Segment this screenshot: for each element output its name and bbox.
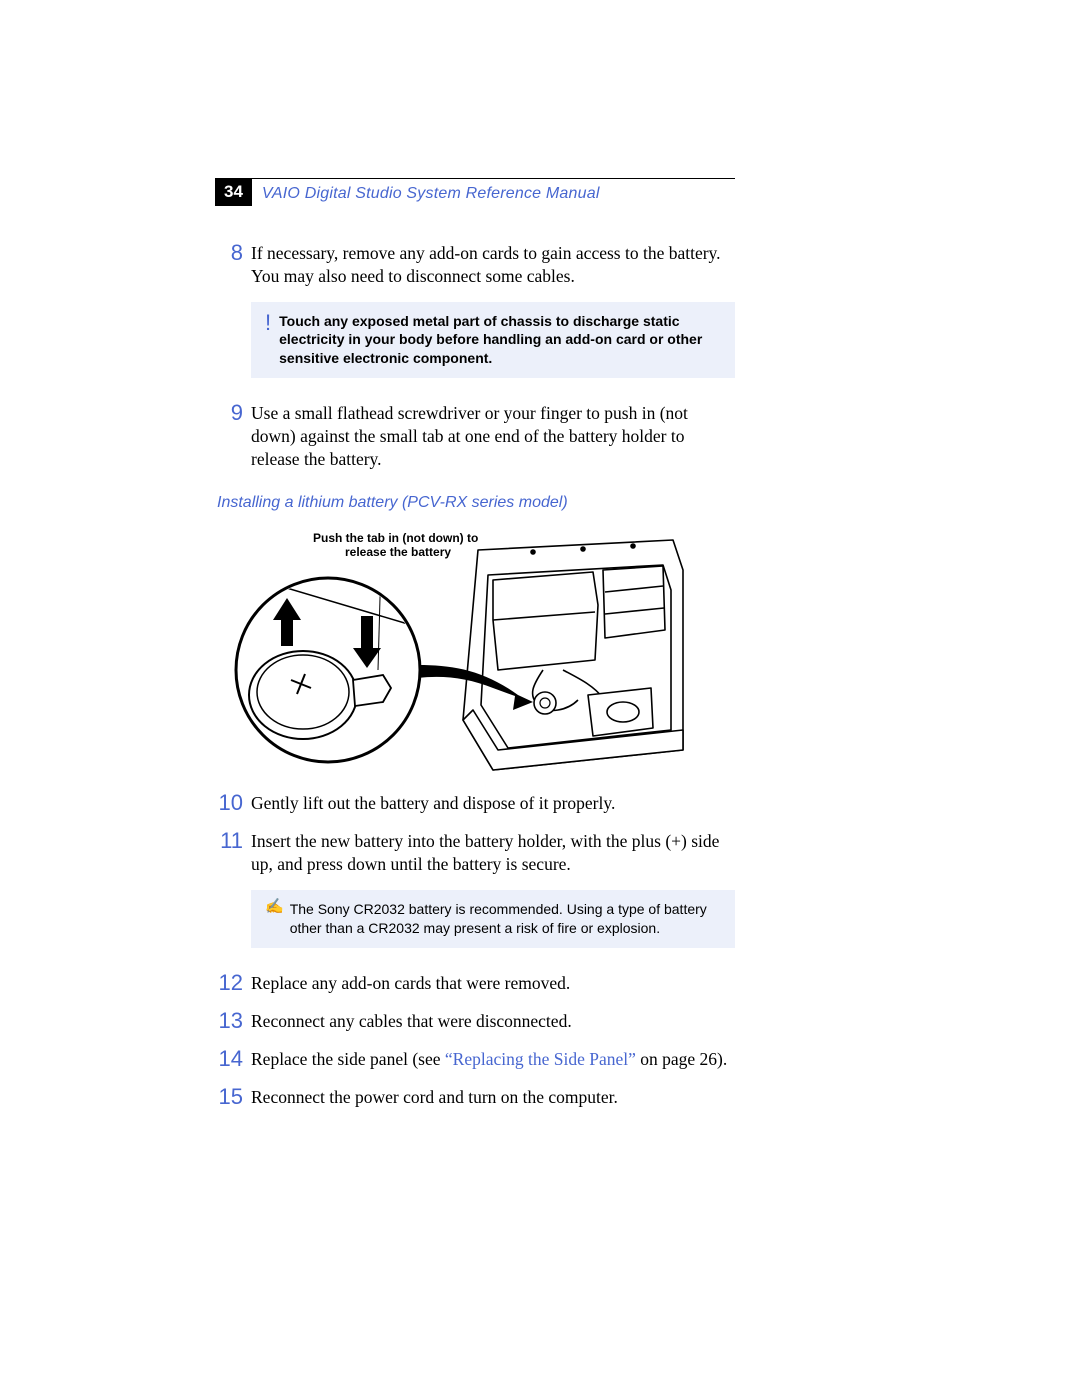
warning-box: ! Touch any exposed metal part of chassi… bbox=[251, 302, 735, 379]
figure-illustration: Push the tab in (not down) to release th… bbox=[233, 520, 713, 780]
step-12: 12 Replace any add-on cards that were re… bbox=[215, 972, 735, 996]
step-text: Reconnect any cables that were disconnec… bbox=[251, 1010, 735, 1033]
step-10: 10 Gently lift out the battery and dispo… bbox=[215, 792, 735, 816]
info-text: The Sony CR2032 battery is recommended. … bbox=[290, 900, 719, 938]
callout-line2: release the battery bbox=[345, 545, 451, 559]
step14-post: on page 26). bbox=[636, 1049, 727, 1069]
step-number: 10 bbox=[215, 790, 243, 816]
exclamation-icon: ! bbox=[265, 312, 271, 334]
pencil-note-icon: ✍ bbox=[265, 900, 284, 915]
step14-pre: Replace the side panel (see bbox=[251, 1049, 445, 1069]
warning-text: Touch any exposed metal part of chassis … bbox=[279, 312, 719, 369]
page-number-box: 34 bbox=[215, 179, 252, 206]
battery-install-diagram-icon: Push the tab in (not down) to release th… bbox=[233, 520, 713, 780]
header-title: VAIO Digital Studio System Reference Man… bbox=[262, 183, 600, 203]
step-text: Replace any add-on cards that were remov… bbox=[251, 972, 735, 995]
step-number: 15 bbox=[215, 1084, 243, 1110]
cross-reference-link[interactable]: “Replacing the Side Panel” bbox=[445, 1049, 636, 1069]
manual-page: 34 VAIO Digital Studio System Reference … bbox=[0, 0, 1080, 1397]
content-column: 34 VAIO Digital Studio System Reference … bbox=[215, 178, 735, 1124]
step-text: Use a small flathead screwdriver or your… bbox=[251, 402, 735, 470]
step-9: 9 Use a small flathead screwdriver or yo… bbox=[215, 402, 735, 470]
step-number: 12 bbox=[215, 970, 243, 996]
step-text: Reconnect the power cord and turn on the… bbox=[251, 1086, 735, 1109]
step-8: 8 If necessary, remove any add-on cards … bbox=[215, 242, 735, 288]
step-number: 14 bbox=[215, 1046, 243, 1072]
step-number: 9 bbox=[215, 400, 243, 426]
page-header: 34 VAIO Digital Studio System Reference … bbox=[215, 178, 735, 206]
figure-caption: Installing a lithium battery (PCV-RX ser… bbox=[217, 494, 735, 512]
step-13: 13 Reconnect any cables that were discon… bbox=[215, 1010, 735, 1034]
step-number: 13 bbox=[215, 1008, 243, 1034]
step-15: 15 Reconnect the power cord and turn on … bbox=[215, 1086, 735, 1110]
step-text: Replace the side panel (see “Replacing t… bbox=[251, 1048, 735, 1071]
step-number: 8 bbox=[215, 240, 243, 266]
callout-line1: Push the tab in (not down) to bbox=[313, 531, 478, 545]
step-14: 14 Replace the side panel (see “Replacin… bbox=[215, 1048, 735, 1072]
step-text: Gently lift out the battery and dispose … bbox=[251, 792, 735, 815]
step-text: Insert the new battery into the battery … bbox=[251, 830, 735, 876]
info-box: ✍ The Sony CR2032 battery is recommended… bbox=[251, 890, 735, 948]
step-text: If necessary, remove any add-on cards to… bbox=[251, 242, 735, 288]
step-11: 11 Insert the new battery into the batte… bbox=[215, 830, 735, 876]
step-number: 11 bbox=[215, 828, 243, 854]
